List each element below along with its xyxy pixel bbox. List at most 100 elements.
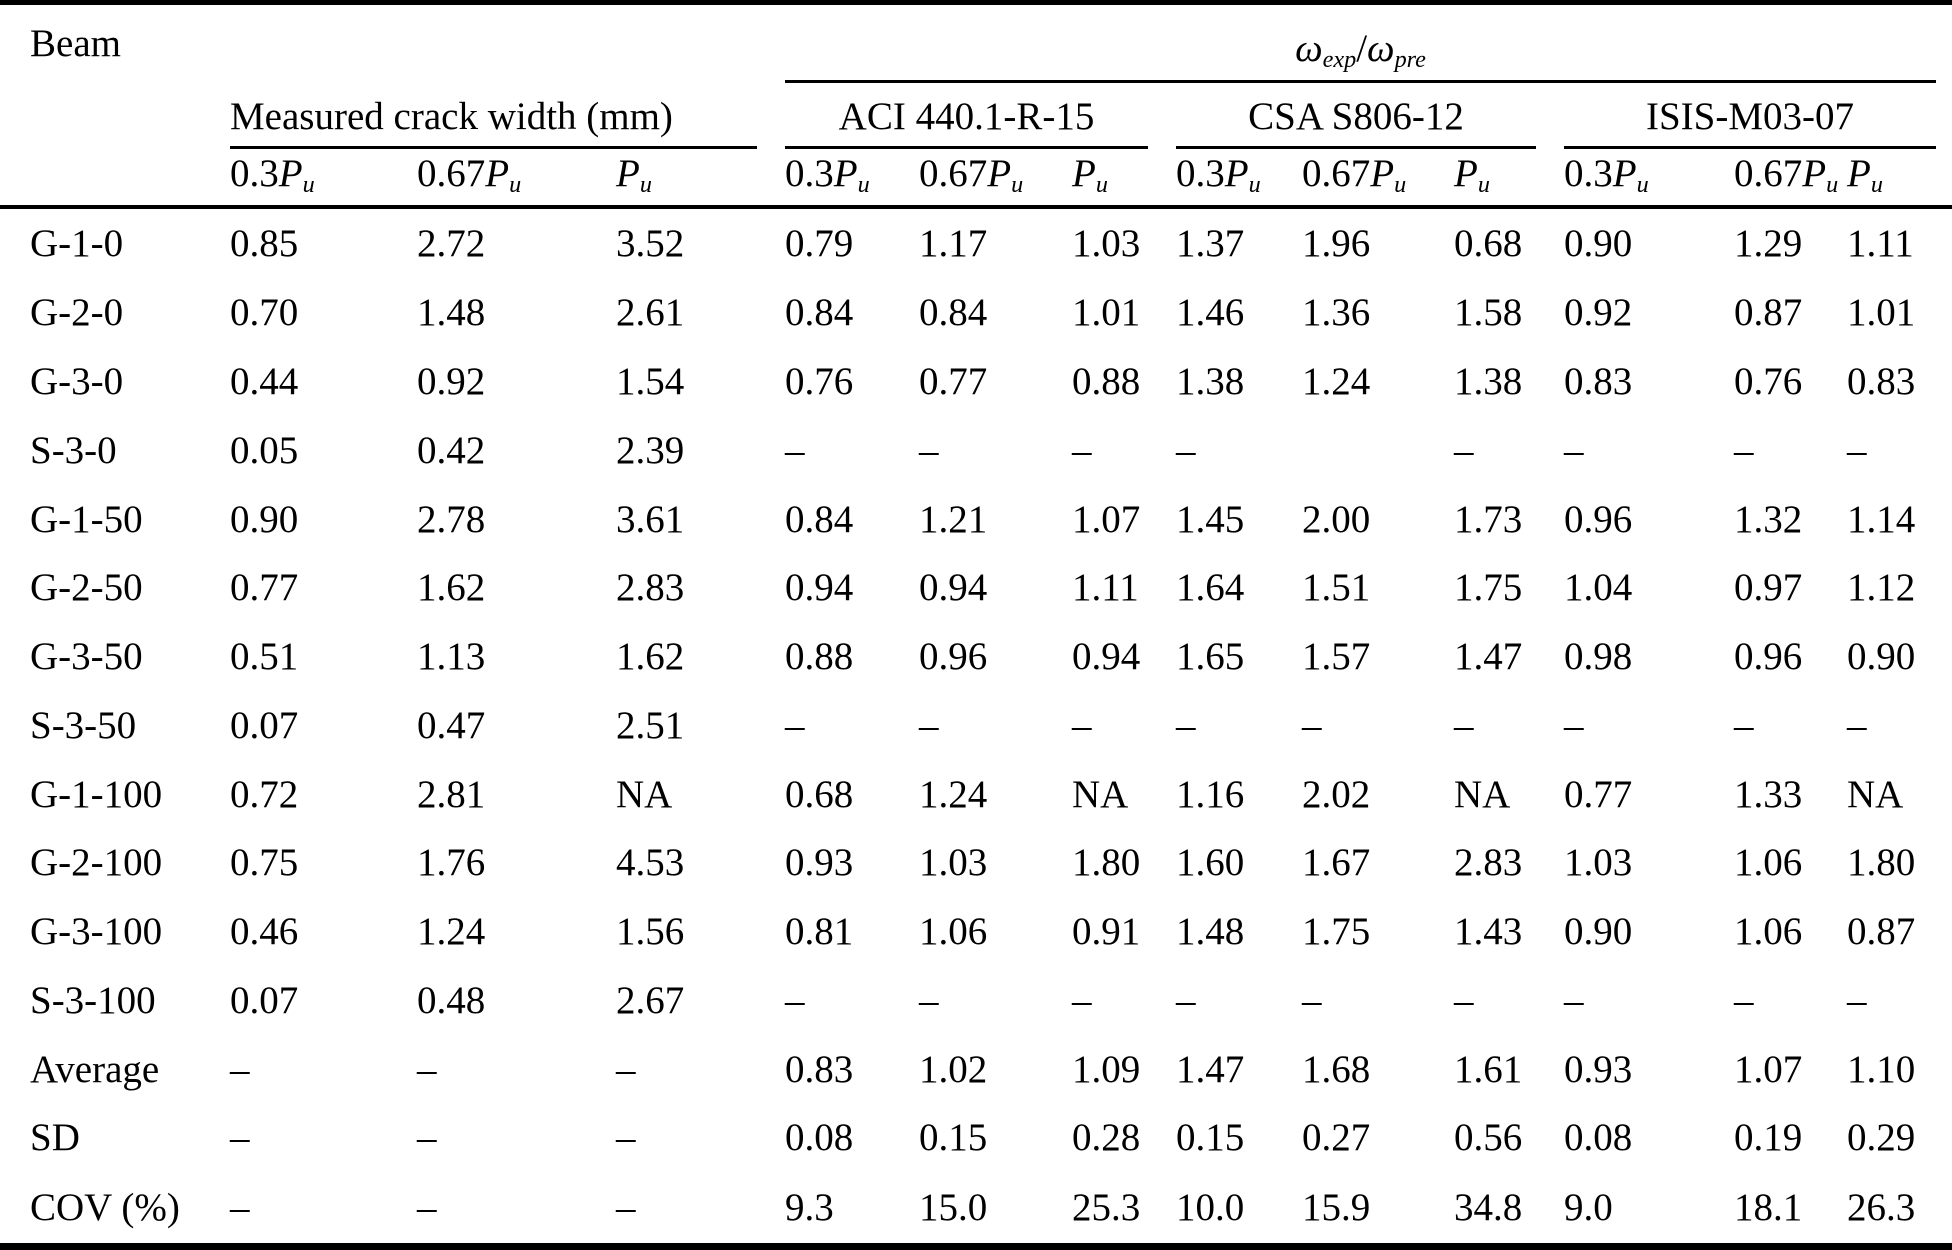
table-cell: NA <box>1454 772 1511 816</box>
beam-label: G-2-0 <box>30 291 124 335</box>
table-cell: 0.93 <box>1564 1047 1633 1091</box>
table-cell: 1.06 <box>919 910 988 954</box>
table-cell: 1.43 <box>1454 910 1523 954</box>
table-cell: 1.54 <box>616 359 685 403</box>
table-cell: 0.19 <box>1734 1116 1803 1160</box>
table-cell: – <box>1734 978 1754 1022</box>
table-cell: 1.62 <box>417 566 486 610</box>
header-row-load-levels: 0.3Pu 0.67Pu Pu 0.3Pu 0.67Pu Pu 0.3Pu 0.67Pu Pu 0… <box>0 148 1952 209</box>
table-cell: 1.06 <box>1734 841 1803 885</box>
table-cell: 0.07 <box>230 703 299 747</box>
table-cell: 1.29 <box>1734 221 1803 265</box>
table-cell: 1.80 <box>1072 841 1141 885</box>
table-cell: 2.83 <box>1454 841 1523 885</box>
table-cell: – <box>1072 978 1092 1022</box>
table-cell: 0.84 <box>919 291 988 335</box>
table-row: Average – – – 0.83 1.02 1.09 1.47 1.68 1.61 0.93 1.… <box>0 1035 1952 1104</box>
table-cell: 1.73 <box>1454 497 1523 541</box>
table-cell: 3.52 <box>616 221 685 265</box>
load-level-header: 0.67Pu <box>1734 148 1847 209</box>
table-row: SD – – – 0.08 0.15 0.28 0.15 0.27 0.56 0.08 0.19 0.2… <box>0 1104 1952 1173</box>
table-cell: 1.61 <box>1454 1047 1523 1091</box>
table-cell: 0.79 <box>785 221 854 265</box>
table-cell: 0.97 <box>1734 566 1803 610</box>
table-cell: 0.88 <box>1072 359 1141 403</box>
table-cell <box>1302 416 1454 485</box>
table-cell: 1.24 <box>919 772 988 816</box>
table-cell: – <box>616 1186 636 1230</box>
load-level-header: 0.3Pu <box>1564 148 1734 209</box>
load-level-header: 0.3Pu <box>1176 148 1302 209</box>
table-cell: – <box>1847 428 1867 472</box>
table-cell: 0.05 <box>230 428 299 472</box>
load-level-header: Pu <box>1847 148 1952 209</box>
table-cell: 1.21 <box>919 497 988 541</box>
table-cell: 0.28 <box>1072 1116 1141 1160</box>
beam-label: G-1-0 <box>30 221 124 265</box>
table-cell: 0.08 <box>785 1116 854 1160</box>
group-header-aci: ACI 440.1-R-15 <box>785 83 1176 149</box>
table-row: G-1-0 0.85 2.72 3.52 0.79 1.17 1.03 1.37 1.96 0.6… <box>0 207 1952 279</box>
table-cell: 1.38 <box>1176 359 1245 403</box>
table-cell: – <box>1734 428 1754 472</box>
load-level-header: Pu <box>616 148 785 209</box>
table-cell: 0.75 <box>230 841 299 885</box>
table-cell: – <box>417 1116 437 1160</box>
table-cell: 1.96 <box>1302 221 1371 265</box>
table-cell: 1.03 <box>1072 221 1141 265</box>
table-cell: 1.47 <box>1176 1047 1245 1091</box>
beam-label: G-2-100 <box>30 841 163 885</box>
table-cell: – <box>230 1047 250 1091</box>
table-cell: 0.83 <box>1847 359 1916 403</box>
table-cell: 1.32 <box>1734 497 1803 541</box>
table-cell: 1.56 <box>616 910 685 954</box>
table-cell: NA <box>616 772 673 816</box>
table-cell: 18.1 <box>1734 1186 1803 1230</box>
table-cell: 0.76 <box>785 359 854 403</box>
table-cell: 1.11 <box>1847 221 1914 265</box>
table-cell: 1.03 <box>919 841 988 885</box>
table-cell: 0.81 <box>785 910 854 954</box>
table-cell: 1.01 <box>1847 291 1916 335</box>
table-cell: – <box>1734 703 1754 747</box>
table-cell: 2.72 <box>417 221 486 265</box>
table-cell: 0.47 <box>417 703 486 747</box>
table-cell: 15.0 <box>919 1186 988 1230</box>
load-level-header: 0.3Pu <box>785 148 919 209</box>
beam-label: G-3-0 <box>30 359 124 403</box>
table-row: S-3-0 0.05 0.42 2.39 – – – – – – – – <box>0 416 1952 485</box>
table-cell: 1.51 <box>1302 566 1371 610</box>
table-cell: – <box>1176 428 1196 472</box>
table-cell: – <box>616 1116 636 1160</box>
table-cell: 2.83 <box>616 566 685 610</box>
table-cell: 1.04 <box>1564 566 1633 610</box>
table-cell: 1.75 <box>1454 566 1523 610</box>
table-cell: 1.58 <box>1454 291 1523 335</box>
table-cell: 1.48 <box>417 291 486 335</box>
table-cell: 0.68 <box>1454 221 1523 265</box>
beam-label: COV (%) <box>30 1186 180 1230</box>
table-cell: 3.61 <box>616 497 685 541</box>
table-cell: 0.44 <box>230 359 299 403</box>
table-cell: – <box>1454 428 1474 472</box>
table-cell: 1.07 <box>1072 497 1141 541</box>
table-cell: – <box>1564 703 1584 747</box>
table-cell: 26.3 <box>1847 1186 1916 1230</box>
table-cell: 1.46 <box>1176 291 1245 335</box>
table-cell: – <box>919 428 939 472</box>
table-cell: 1.68 <box>1302 1047 1371 1091</box>
beam-label: Average <box>30 1047 160 1091</box>
beam-label: SD <box>30 1116 80 1160</box>
table-cell: 1.24 <box>417 910 486 954</box>
table-cell: – <box>1302 703 1322 747</box>
ratio-omega-pre-base: ω <box>1367 26 1395 70</box>
table-cell: 9.0 <box>1564 1186 1613 1230</box>
beam-label: G-2-50 <box>30 566 143 610</box>
table-cell: 0.94 <box>785 566 854 610</box>
table-cell: 0.91 <box>1072 910 1141 954</box>
table-cell: 2.39 <box>616 428 685 472</box>
table-cell: 0.08 <box>1564 1116 1633 1160</box>
table-cell: 1.67 <box>1302 841 1371 885</box>
table-cell: 25.3 <box>1072 1186 1141 1230</box>
